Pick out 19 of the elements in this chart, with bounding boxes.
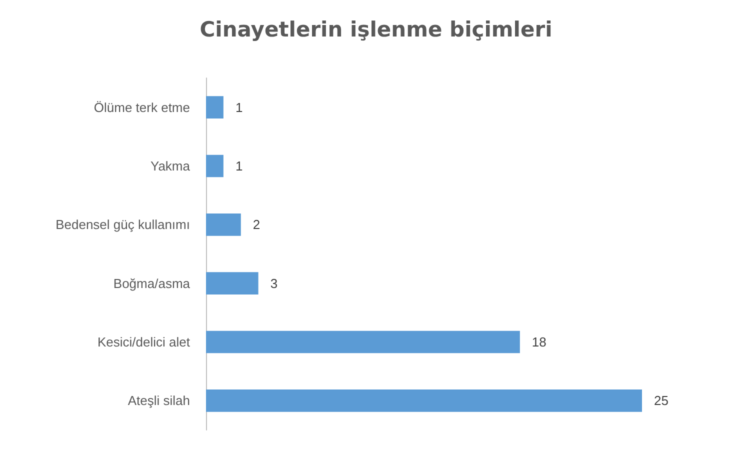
bar [206, 390, 642, 412]
bar [206, 154, 224, 178]
data-label: 3 [270, 276, 278, 291]
bar [206, 214, 241, 236]
y-tick-label: Boğma/asma [113, 276, 191, 291]
y-tick-label: Ateşli silah [128, 393, 190, 408]
bar [206, 272, 258, 294]
y-tick-label: Kesici/delici alet [98, 334, 190, 350]
data-label: 25 [654, 393, 668, 408]
data-label: 2 [252, 217, 260, 232]
y-tick-label: Bedensel güç kullanımı [56, 217, 190, 232]
y-tick-label: Ölüme terk etme [94, 100, 190, 115]
data-label: 1 [235, 158, 243, 174]
bar [206, 96, 224, 118]
bar [206, 330, 520, 354]
data-label: 18 [532, 334, 546, 350]
chart-title: Cinayetlerin işlenme biçimleri [200, 18, 552, 42]
y-tick-label: Yakma [150, 158, 191, 174]
data-label: 1 [235, 100, 243, 115]
